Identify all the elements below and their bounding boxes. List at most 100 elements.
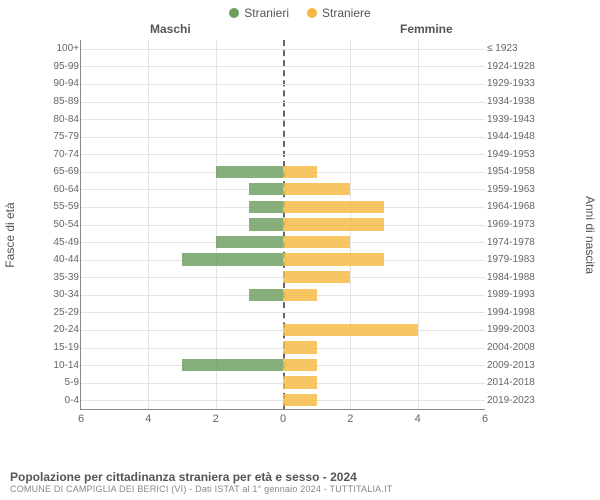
birth-label: 1969-1973	[487, 219, 535, 230]
birth-label: 1939-1943	[487, 114, 535, 125]
plot: 6420246100+≤ 192395-991924-192890-941929…	[80, 40, 485, 410]
age-label: 55-59	[47, 201, 79, 212]
birth-label: 1999-2003	[487, 324, 535, 335]
birth-label: 1934-1938	[487, 96, 535, 107]
chart-row: 100+≤ 1923	[81, 40, 485, 58]
birth-label: 1924-1928	[487, 61, 535, 72]
age-label: 20-24	[47, 324, 79, 335]
age-label: 30-34	[47, 289, 79, 300]
chart-row: 75-791944-1948	[81, 128, 485, 146]
age-label: 15-19	[47, 342, 79, 353]
bar-female	[283, 324, 418, 336]
chart-row: 0-42019-2023	[81, 391, 485, 409]
x-tick: 4	[145, 413, 151, 425]
legend-item-male: Stranieri	[229, 6, 289, 20]
legend-swatch-female	[307, 8, 317, 18]
age-label: 70-74	[47, 149, 79, 160]
bar-female	[283, 359, 317, 371]
age-label: 5-9	[47, 377, 79, 388]
birth-label: 2009-2013	[487, 360, 535, 371]
yaxis-label-right: Anni di nascita	[583, 196, 597, 274]
header-female: Femmine	[400, 22, 453, 36]
chart-row: 50-541969-1973	[81, 216, 485, 234]
chart-row: 90-941929-1933	[81, 75, 485, 93]
legend: Stranieri Straniere	[0, 0, 600, 22]
birth-label: 1954-1958	[487, 166, 535, 177]
age-label: 95-99	[47, 61, 79, 72]
chart-row: 60-641959-1963	[81, 181, 485, 199]
legend-label-male: Stranieri	[244, 6, 289, 20]
age-label: 35-39	[47, 272, 79, 283]
chart-row: 20-241999-2003	[81, 321, 485, 339]
bar-male	[249, 289, 283, 301]
chart-row: 15-192004-2008	[81, 339, 485, 357]
bar-male	[216, 166, 283, 178]
birth-label: 2004-2008	[487, 342, 535, 353]
chart-row: 55-591964-1968	[81, 198, 485, 216]
bar-male	[216, 236, 283, 248]
bar-male	[249, 201, 283, 213]
birth-label: ≤ 1923	[487, 43, 535, 54]
chart-row: 45-491974-1978	[81, 233, 485, 251]
legend-label-female: Straniere	[322, 6, 371, 20]
birth-label: 1994-1998	[487, 307, 535, 318]
bar-female	[283, 183, 350, 195]
age-label: 85-89	[47, 96, 79, 107]
bar-female	[283, 218, 384, 230]
chart-row: 25-291994-1998	[81, 304, 485, 322]
chart-row: 10-142009-2013	[81, 356, 485, 374]
bar-female	[283, 236, 350, 248]
birth-label: 1984-1988	[487, 272, 535, 283]
birth-label: 2014-2018	[487, 377, 535, 388]
birth-label: 1989-1993	[487, 289, 535, 300]
age-label: 40-44	[47, 254, 79, 265]
x-tick: 4	[415, 413, 421, 425]
age-label: 75-79	[47, 131, 79, 142]
age-label: 0-4	[47, 395, 79, 406]
birth-label: 1929-1933	[487, 78, 535, 89]
bar-female	[283, 201, 384, 213]
chart-row: 95-991924-1928	[81, 58, 485, 76]
chart-subtitle: COMUNE DI CAMPIGLIA DEI BERICI (VI) - Da…	[10, 484, 590, 494]
bar-female	[283, 289, 317, 301]
column-headers: Maschi Femmine	[0, 22, 600, 40]
chart-row: 5-92014-2018	[81, 374, 485, 392]
birth-label: 1974-1978	[487, 237, 535, 248]
x-tick: 2	[213, 413, 219, 425]
chart-row: 30-341989-1993	[81, 286, 485, 304]
x-tick: 2	[347, 413, 353, 425]
age-label: 65-69	[47, 166, 79, 177]
chart-row: 40-441979-1983	[81, 251, 485, 269]
chart-row: 70-741949-1953	[81, 145, 485, 163]
chart-title: Popolazione per cittadinanza straniera p…	[10, 470, 590, 484]
bar-male	[249, 183, 283, 195]
bar-female	[283, 394, 317, 406]
birth-label: 1964-1968	[487, 201, 535, 212]
x-tick: 6	[78, 413, 84, 425]
birth-label: 2019-2023	[487, 395, 535, 406]
chart-row: 85-891934-1938	[81, 93, 485, 111]
birth-label: 1949-1953	[487, 149, 535, 160]
x-tick: 6	[482, 413, 488, 425]
bar-male	[249, 218, 283, 230]
birth-label: 1979-1983	[487, 254, 535, 265]
legend-item-female: Straniere	[307, 6, 371, 20]
legend-swatch-male	[229, 8, 239, 18]
chart-row: 65-691954-1958	[81, 163, 485, 181]
bar-female	[283, 253, 384, 265]
age-label: 45-49	[47, 237, 79, 248]
plot-area: Fasce di età Anni di nascita 6420246100+…	[50, 40, 530, 430]
chart-row: 80-841939-1943	[81, 110, 485, 128]
age-label: 80-84	[47, 114, 79, 125]
bar-male	[182, 359, 283, 371]
bar-female	[283, 166, 317, 178]
footer: Popolazione per cittadinanza straniera p…	[10, 470, 590, 494]
chart-row: 35-391984-1988	[81, 268, 485, 286]
bar-male	[182, 253, 283, 265]
age-label: 60-64	[47, 184, 79, 195]
birth-label: 1959-1963	[487, 184, 535, 195]
age-label: 100+	[47, 43, 79, 54]
x-tick: 0	[280, 413, 286, 425]
age-label: 25-29	[47, 307, 79, 318]
birth-label: 1944-1948	[487, 131, 535, 142]
